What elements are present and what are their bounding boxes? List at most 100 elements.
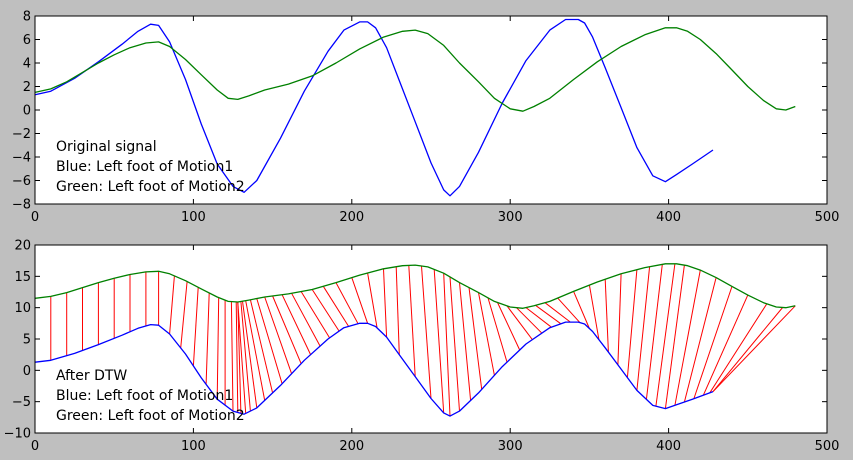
bottom-alignment-line-33 bbox=[383, 268, 388, 338]
bottom-alignment-line-46 bbox=[516, 307, 543, 334]
top-y-tick-label-7: 6 bbox=[23, 33, 31, 48]
bottom-alignment-line-57 bbox=[645, 264, 663, 400]
top-y-tick-label-4: 0 bbox=[23, 104, 31, 119]
top-y-tick-label-3: −2 bbox=[12, 127, 31, 142]
bottom-alignment-line-62 bbox=[693, 286, 733, 399]
bottom-alignment-line-44 bbox=[497, 302, 521, 351]
bottom-chart-plot-area bbox=[35, 245, 827, 433]
bottom-alignment-line-63 bbox=[702, 294, 749, 396]
top-y-tick-label-5: 2 bbox=[23, 80, 31, 95]
bottom-alignment-line-61 bbox=[683, 277, 717, 403]
bottom-alignment-line-22 bbox=[256, 298, 283, 384]
bottom-alignment-line-52 bbox=[588, 285, 600, 340]
top-y-tick-label-8: 8 bbox=[23, 10, 31, 25]
bottom-alignment-line-34 bbox=[395, 266, 400, 355]
bottom-alignment-line-48 bbox=[535, 304, 562, 325]
bottom-alignment-line-35 bbox=[408, 265, 416, 377]
bottom-alignment-line-37 bbox=[433, 269, 445, 413]
top-series-line-1 bbox=[34, 27, 796, 112]
bottom-alignment-line-65 bbox=[712, 307, 783, 392]
bottom-x-tick-label-5: 500 bbox=[815, 439, 840, 454]
top-y-tick-label-0: −8 bbox=[12, 198, 31, 213]
bottom-alignment-line-41 bbox=[468, 287, 483, 390]
top-x-tick-label-3: 300 bbox=[498, 210, 523, 225]
bottom-alignment-line-39 bbox=[449, 276, 460, 412]
bottom-alignment-line-24 bbox=[272, 295, 302, 364]
bottom-y-tick-label-2: 0 bbox=[23, 364, 31, 379]
bottom-alignment-line-42 bbox=[478, 292, 495, 376]
bottom-alignment-line-8 bbox=[169, 275, 175, 335]
bottom-chart-annotation: After DTW Blue: Left foot of Motion1 Gre… bbox=[56, 368, 245, 424]
top-y-tick-label-2: −4 bbox=[12, 151, 31, 166]
bottom-alignment-line-53 bbox=[604, 279, 609, 353]
top-x-tick-label-1: 100 bbox=[181, 210, 206, 225]
top-annotation-line-1: Original signal bbox=[56, 139, 157, 155]
bottom-y-tick-label-1: −5 bbox=[12, 395, 31, 410]
top-chart-plot-area bbox=[35, 16, 827, 204]
bottom-alignment-line-21 bbox=[249, 299, 274, 394]
bottom-annotation-line-1: After DTW bbox=[56, 368, 127, 384]
bottom-x-tick-label-4: 400 bbox=[656, 439, 681, 454]
bottom-series-line-0 bbox=[34, 321, 714, 417]
top-x-tick-label-5: 500 bbox=[815, 210, 840, 225]
bottom-alignment-line-58 bbox=[655, 263, 676, 407]
bottom-alignment-line-23 bbox=[264, 296, 293, 374]
bottom-alignment-line-56 bbox=[636, 266, 651, 391]
bottom-x-tick-label-2: 200 bbox=[339, 439, 364, 454]
bottom-alignment-line-26 bbox=[291, 293, 321, 347]
bottom-alignment-line-49 bbox=[544, 302, 571, 323]
bottom-alignment-line-38 bbox=[443, 273, 451, 417]
bottom-x-tick-label-3: 300 bbox=[498, 439, 523, 454]
bottom-y-tick-label-0: −10 bbox=[4, 427, 31, 442]
bottom-alignment-line-11 bbox=[205, 292, 210, 385]
bottom-alignment-line-12 bbox=[216, 297, 220, 400]
bottom-alignment-line-10 bbox=[192, 287, 199, 366]
bottom-alignment-line-51 bbox=[573, 291, 590, 329]
bottom-alignment-line-14 bbox=[230, 301, 234, 412]
bottom-alignment-line-30 bbox=[335, 282, 359, 325]
bottom-alignment-line-50 bbox=[557, 297, 581, 323]
top-y-tick-label-6: 4 bbox=[23, 57, 31, 72]
bottom-y-tick-label-4: 10 bbox=[14, 301, 31, 316]
bottom-x-tick-label-1: 100 bbox=[181, 439, 206, 454]
bottom-alignment-line-20 bbox=[245, 300, 266, 401]
top-chart-annotation: Original signal Blue: Left foot of Motio… bbox=[56, 139, 245, 195]
top-y-tick-label-1: −6 bbox=[12, 174, 31, 189]
bottom-alignment-line-59 bbox=[664, 265, 685, 409]
top-x-tick-label-0: 0 bbox=[31, 210, 39, 225]
bottom-alignment-line-55 bbox=[626, 269, 638, 378]
bottom-chart: 0 100 200 300 400 500 −10 −5 0 5 10 15 20 After DTW … bbox=[4, 239, 840, 455]
bottom-alignment-line-66 bbox=[712, 305, 796, 392]
bottom-chart-series bbox=[34, 263, 796, 417]
top-x-tick-label-4: 400 bbox=[656, 210, 681, 225]
bottom-alignment-line-64 bbox=[709, 303, 768, 394]
bottom-alignment-line-54 bbox=[617, 273, 622, 365]
bottom-annotation-line-3: Green: Left foot of Motion2 bbox=[56, 408, 245, 424]
bottom-alignment-line-27 bbox=[300, 291, 331, 339]
bottom-alignment-line-31 bbox=[351, 277, 369, 324]
bottom-alignment-line-17 bbox=[237, 301, 247, 414]
bottom-alignment-line-16 bbox=[237, 301, 242, 414]
top-annotation-line-3: Green: Left foot of Motion2 bbox=[56, 179, 245, 195]
bottom-annotation-line-2: Blue: Left foot of Motion1 bbox=[56, 388, 233, 404]
bottom-alignment-line-9 bbox=[180, 281, 188, 349]
top-series-line-0 bbox=[34, 18, 714, 197]
bottom-alignment-line-15 bbox=[235, 301, 239, 413]
bottom-alignment-line-36 bbox=[421, 265, 432, 399]
bottom-y-tick-label-3: 5 bbox=[23, 333, 31, 348]
bottom-chart-connectors bbox=[50, 263, 796, 417]
bottom-alignment-line-29 bbox=[322, 286, 350, 327]
bottom-series-line-1 bbox=[34, 263, 796, 309]
top-annotation-line-2: Blue: Left foot of Motion1 bbox=[56, 159, 233, 175]
bottom-y-tick-label-6: 20 bbox=[14, 239, 31, 254]
bottom-chart-ticks: 0 100 200 300 400 500 −10 −5 0 5 10 15 20 bbox=[4, 239, 840, 455]
bottom-alignment-line-43 bbox=[487, 297, 508, 363]
bottom-alignment-line-25 bbox=[281, 294, 312, 355]
bottom-y-tick-label-5: 15 bbox=[14, 270, 31, 285]
bottom-alignment-line-40 bbox=[459, 282, 472, 401]
bottom-alignment-line-18 bbox=[240, 301, 251, 412]
bottom-x-tick-label-0: 0 bbox=[31, 439, 39, 454]
bottom-alignment-line-47 bbox=[525, 307, 552, 328]
bottom-alignment-line-19 bbox=[242, 301, 258, 408]
